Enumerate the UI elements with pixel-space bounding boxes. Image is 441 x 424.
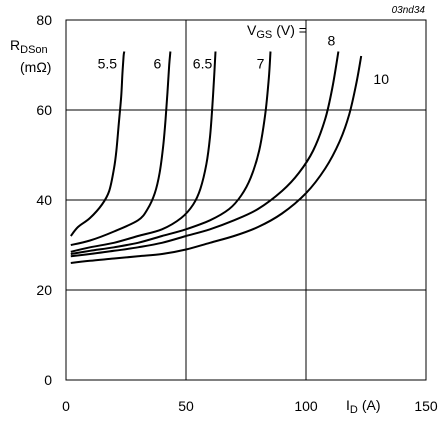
series-labels: 5.5 6 6.5 7 8 10 (98, 33, 390, 88)
y-tick-labels: 0 20 40 60 80 (36, 12, 52, 388)
series-label-vgs-5-5: 5.5 (98, 56, 118, 72)
y-axis-unit: (mΩ) (20, 59, 51, 75)
series-line-vgs-6-5 (70, 51, 217, 253)
y-axis-label: RDSon (10, 37, 48, 56)
y-tick-label: 60 (36, 102, 52, 118)
series-label-vgs-6: 6 (154, 56, 162, 72)
grid (66, 20, 426, 380)
series-line-vgs-8 (70, 51, 340, 258)
series-line-vgs-5-5 (70, 51, 126, 237)
y-tick-label: 80 (36, 12, 52, 28)
series-label-vgs-7: 7 (257, 56, 265, 72)
x-axis-label: ID (A) (346, 397, 381, 416)
series-label-vgs-8: 8 (328, 33, 336, 49)
series-curves (70, 51, 363, 264)
y-tick-label: 40 (36, 192, 52, 208)
series-line-vgs-10 (70, 55, 363, 264)
x-tick-label: 100 (294, 398, 318, 414)
document-id: 03nd34 (392, 5, 426, 16)
series-line-vgs-6 (70, 51, 172, 246)
x-tick-labels: 0 50 100 150 (62, 398, 438, 414)
x-tick-label: 150 (414, 398, 438, 414)
x-tick-label: 50 (178, 398, 194, 414)
legend-prefix: VGS (V) = (247, 22, 307, 41)
x-tick-label: 0 (62, 398, 70, 414)
y-tick-label: 0 (44, 372, 52, 388)
y-tick-label: 20 (36, 282, 52, 298)
series-line-vgs-7 (70, 51, 272, 255)
series-label-vgs-10: 10 (373, 71, 389, 87)
series-label-vgs-6-5: 6.5 (193, 56, 213, 72)
